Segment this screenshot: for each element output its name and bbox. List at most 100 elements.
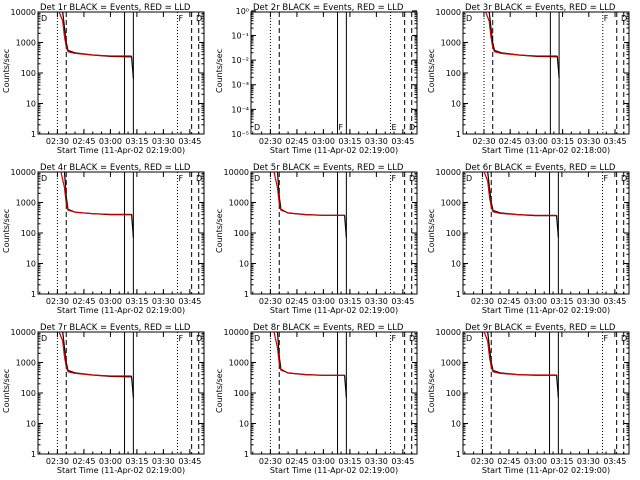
event-marker-label: F — [392, 334, 397, 343]
event-marker-label: D — [621, 174, 627, 183]
y-tick-label: 100 — [234, 229, 249, 238]
y-axis-label: Counts/sec — [427, 49, 436, 93]
x-tick-label: 02:45 — [285, 297, 308, 306]
y-tick-label: 10 — [26, 420, 36, 429]
y-tick-label: 1000 — [16, 39, 36, 48]
chart-panel-5: Det 5r BLACK = Events, RED = LLD Counts/s… — [215, 163, 418, 315]
x-tick-label: 03:45 — [391, 297, 414, 306]
event-marker-label: F — [339, 123, 344, 132]
y-tick-label: 100 — [21, 69, 36, 78]
event-marker-label: F — [179, 334, 184, 343]
x-tick-label: 03:15 — [125, 137, 148, 146]
y-axis-label: Counts/sec — [427, 369, 436, 413]
x-tick-label: 02:30 — [259, 137, 282, 146]
plot-frame — [462, 11, 630, 135]
x-tick-label: 02:45 — [497, 297, 520, 306]
y-tick-label: 10⁻³ — [231, 81, 249, 90]
event-marker-label: D — [409, 123, 415, 132]
x-tick-label: 02:30 — [259, 457, 282, 466]
y-tick-label: 1000 — [16, 199, 36, 208]
series-line-lld — [273, 172, 345, 216]
chart-title: Det 8r BLACK = Events, RED = LLD — [253, 323, 404, 333]
event-marker-label: F — [392, 174, 397, 183]
plot-frame — [37, 11, 205, 135]
y-tick-label: 1 — [244, 290, 249, 299]
x-tick-label: 03:15 — [338, 297, 361, 306]
x-tick-label: 03:00 — [312, 457, 335, 466]
x-tick-label: 03:30 — [152, 297, 175, 306]
y-tick-label: 10⁻¹ — [231, 31, 249, 40]
x-tick-label: 03:15 — [550, 297, 573, 306]
x-tick-label: 03:00 — [312, 137, 335, 146]
series-line-lld — [58, 12, 132, 57]
event-marker-label: D — [41, 174, 47, 183]
y-tick-label: 1 — [456, 290, 461, 299]
x-tick-label: 03:00 — [99, 457, 122, 466]
x-tick-label: 03:30 — [152, 457, 175, 466]
event-marker-label: D — [41, 14, 47, 23]
y-axis-label: Counts/sec — [2, 209, 11, 253]
y-tick-label: 100 — [234, 389, 249, 398]
plot-frame — [462, 171, 630, 295]
x-axis-label: Start Time (11-Apr-02 02:19:00) — [482, 466, 610, 475]
series-line-events — [63, 172, 134, 238]
x-tick-label: 03:00 — [524, 457, 547, 466]
y-tick-label: 100 — [446, 69, 461, 78]
y-tick-label: 10000 — [224, 328, 249, 337]
series-line-events — [487, 172, 559, 238]
series-line-events — [488, 12, 560, 78]
x-tick-label: 02:30 — [259, 297, 282, 306]
chart-panel-8: Det 8r BLACK = Events, RED = LLD Counts/s… — [215, 323, 418, 475]
series-line-lld — [483, 172, 557, 216]
y-axis-label: Counts/sec — [215, 209, 224, 253]
x-tick-label: 02:30 — [46, 137, 69, 146]
y-tick-label: 1 — [456, 130, 461, 139]
x-tick-label: 02:30 — [46, 297, 69, 306]
event-marker-label: D — [196, 174, 202, 183]
x-tick-label: 03:15 — [338, 137, 361, 146]
chart-panel-9: Det 9r BLACK = Events, RED = LLD Counts/s… — [427, 323, 630, 475]
x-tick-label: 02:45 — [497, 457, 520, 466]
series-line-lld — [273, 332, 345, 376]
event-marker-label: F — [604, 14, 609, 23]
y-tick-label: 1 — [244, 450, 249, 459]
x-axis-label: Start Time (11-Apr-02 02:19:00) — [270, 466, 398, 475]
x-tick-label: 02:45 — [285, 137, 308, 146]
y-axis-label: Counts/sec — [215, 369, 224, 413]
y-tick-label: 10000 — [436, 328, 461, 337]
x-tick-label: 03:30 — [365, 137, 388, 146]
x-tick-label: 02:30 — [472, 137, 495, 146]
event-marker-label: D — [254, 174, 260, 183]
chart-title: Det 9r BLACK = Events, RED = LLD — [465, 323, 616, 333]
chart-title: Det 7r BLACK = Events, RED = LLD — [40, 323, 191, 333]
x-tick-label: 03:45 — [178, 297, 201, 306]
y-tick-label: 10000 — [11, 8, 36, 17]
x-tick-label: 02:30 — [46, 457, 69, 466]
x-tick-label: 02:45 — [285, 457, 308, 466]
y-axis-label: Counts/sec — [2, 369, 11, 413]
y-axis-label: Counts/sec — [215, 49, 224, 93]
y-tick-label: 1 — [456, 450, 461, 459]
plot-frame — [250, 171, 418, 295]
plot-frame — [37, 331, 205, 455]
x-tick-label: 03:00 — [524, 297, 547, 306]
x-tick-label: 03:30 — [577, 457, 600, 466]
y-tick-label: 10 — [451, 420, 461, 429]
chart-panel-4: Det 4r BLACK = Events, RED = LLD Counts/s… — [2, 163, 205, 315]
event-marker-label: D — [409, 174, 415, 183]
x-axis-label: Start Time (11-Apr-02 02:19:00) — [57, 466, 185, 475]
x-tick-label: 03:30 — [365, 457, 388, 466]
chart-panel-6: Det 6r BLACK = Events, RED = LLD Counts/s… — [427, 163, 630, 315]
x-tick-label: 03:30 — [577, 297, 600, 306]
x-axis-label: Start Time (11-Apr-02 02:19:00) — [57, 306, 185, 315]
x-tick-label: 03:45 — [391, 137, 414, 146]
event-marker-label: D — [196, 14, 202, 23]
y-tick-label: 1000 — [441, 359, 461, 368]
event-marker-label: F — [604, 174, 609, 183]
x-tick-label: 03:45 — [178, 137, 201, 146]
y-tick-label: 10⁻⁵ — [231, 130, 249, 139]
y-tick-label: 100 — [21, 389, 36, 398]
series-line-events — [62, 12, 134, 79]
plot-frame — [250, 11, 418, 135]
x-tick-label: 03:15 — [550, 457, 573, 466]
